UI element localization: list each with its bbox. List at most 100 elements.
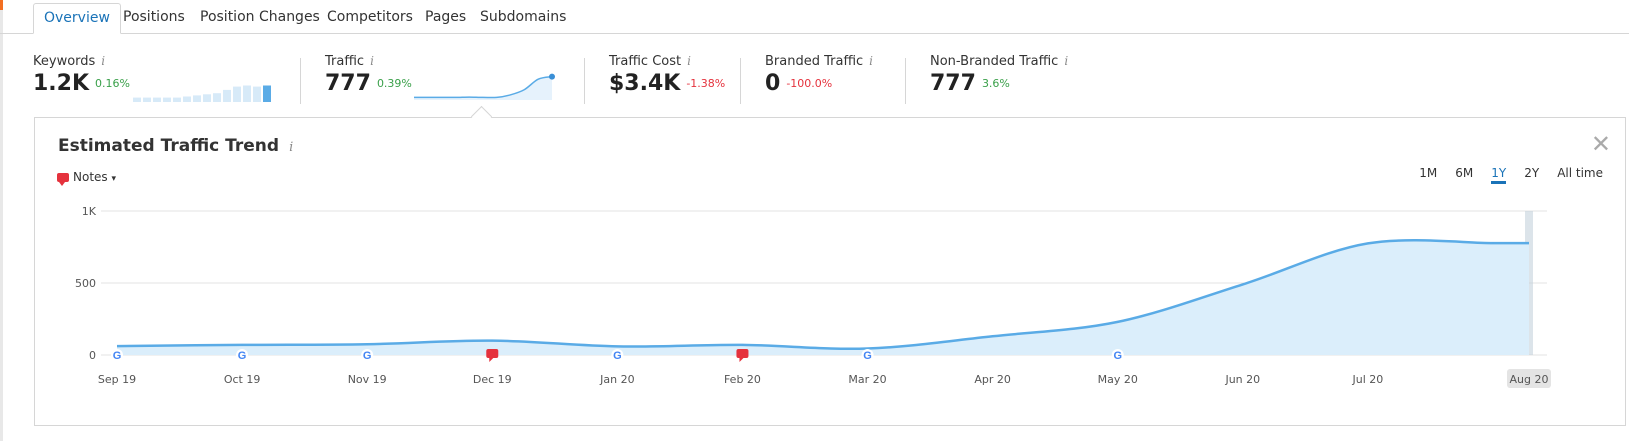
google-update-icon: G (361, 349, 374, 362)
tab-position-changes[interactable]: Position Changes (200, 9, 320, 25)
info-icon[interactable]: i (289, 140, 294, 155)
range-2y[interactable]: 2Y (1524, 166, 1540, 180)
trend-point (1242, 283, 1244, 285)
note-bubble (486, 349, 499, 358)
note-icon (486, 349, 499, 362)
tab-bar: Overview Positions Position Changes Comp… (0, 0, 1629, 34)
tab-positions[interactable]: Positions (123, 9, 185, 25)
tab-pages[interactable]: Pages (425, 9, 467, 25)
x-tick-label: May 20 (1098, 373, 1138, 386)
google-letter: G (1113, 350, 1122, 362)
trend-point (741, 344, 743, 346)
metric-non-branded-traffic[interactable]: Non-Branded Traffic i 777 3.6% (930, 54, 1068, 96)
sparkline-area (414, 76, 552, 100)
traffic-sparkline (414, 73, 555, 100)
range-all-time[interactable]: All time (1557, 166, 1603, 180)
branded-traffic-delta: -100.0% (786, 77, 833, 90)
non-branded-traffic-value: 777 (930, 71, 976, 96)
sparkline-bar (233, 86, 241, 102)
chevron-down-icon: ▾ (111, 174, 117, 184)
google-update-icon: G (236, 349, 249, 362)
sparkline-bar (253, 86, 261, 102)
close-icon[interactable]: ✕ (1590, 130, 1611, 158)
trend-point (116, 345, 118, 347)
sparkline-point (549, 73, 555, 80)
sparkline-bar (153, 97, 161, 102)
metric-keywords[interactable]: Keywords i 1.2K 0.16% (33, 54, 130, 96)
range-6m[interactable]: 6M (1455, 166, 1474, 180)
traffic-delta: 0.39% (376, 77, 412, 90)
google-update-icon: G (1111, 349, 1124, 362)
info-icon[interactable]: i (869, 54, 874, 68)
metric-divider (740, 58, 741, 104)
metric-divider (905, 58, 906, 104)
traffic-label: Traffic (325, 54, 365, 69)
note-bubble (736, 349, 749, 358)
sparkline-bar (213, 93, 221, 102)
sparkline-bar (163, 97, 171, 102)
range-1y[interactable]: 1Y (1491, 166, 1507, 184)
google-icon-bg (111, 349, 123, 361)
tab-subdomains[interactable]: Subdomains (480, 9, 567, 25)
trend-point (1117, 321, 1119, 323)
non-branded-traffic-label: Non-Branded Traffic (930, 54, 1059, 69)
traffic-cost-delta: -1.38% (686, 77, 726, 90)
sparkline-bar (203, 94, 211, 102)
x-tick-label: Apr 20 (974, 373, 1011, 386)
x-tick-label: Jan 20 (599, 373, 634, 386)
google-icon-bg (1111, 349, 1124, 361)
traffic-trend-chart[interactable]: 0 500 1K Sep 19 Oct 19 Nov 19 Dec 19 Jan 20 Feb … (35, 118, 1625, 425)
x-tick-label: Jun 20 (1224, 373, 1260, 386)
note-bubble-tail (739, 358, 744, 362)
keywords-sparkline (133, 85, 271, 102)
google-letter: G (863, 350, 872, 362)
google-icon-bg (861, 349, 874, 361)
y-tick-label: 500 (75, 277, 96, 290)
left-edge-bar (0, 0, 3, 441)
panel-title: Estimated Traffic Trend (58, 136, 280, 156)
x-tick-label: Aug 20 (1510, 373, 1549, 386)
google-icon-bg (611, 349, 624, 361)
metric-branded-traffic[interactable]: Branded Traffic i 0 -100.0% (765, 54, 873, 96)
keywords-value: 1.2K (33, 71, 90, 96)
branded-traffic-label: Branded Traffic (765, 54, 864, 69)
x-tick-label: Feb 20 (724, 373, 761, 386)
sparkline-bar (133, 97, 141, 102)
x-tick-label: Mar 20 (848, 373, 886, 386)
traffic-trend-panel: Estimated Traffic Trend i ✕ Notes ▾ 1M 6M 1… (34, 117, 1626, 426)
branded-traffic-value: 0 (765, 71, 781, 96)
sparkline-bar (243, 85, 251, 102)
trend-point (1367, 242, 1369, 244)
range-1m[interactable]: 1M (1419, 166, 1438, 180)
info-icon[interactable]: i (687, 54, 691, 68)
info-icon[interactable]: i (101, 54, 106, 68)
trend-point (616, 345, 618, 347)
metric-traffic[interactable]: Traffic i 777 0.39% (325, 54, 412, 96)
sparkline-bar (183, 96, 191, 102)
metric-traffic-cost[interactable]: Traffic Cost i $3.4K -1.38% (609, 54, 725, 96)
left-edge-accent (0, 0, 3, 10)
x-tick-highlight (1507, 369, 1551, 388)
note-icon (57, 173, 69, 186)
sparkline-bar (193, 95, 201, 102)
x-tick-label: Dec 19 (473, 373, 512, 386)
google-letter: G (113, 350, 122, 362)
trend-area (117, 240, 1529, 355)
tab-competitors[interactable]: Competitors (327, 9, 413, 25)
info-icon[interactable]: i (370, 54, 374, 68)
y-tick-label: 0 (89, 349, 96, 362)
sparkline-bar (263, 85, 271, 102)
non-branded-traffic-delta: 3.6% (981, 77, 1010, 90)
tab-overview[interactable]: Overview (33, 3, 121, 34)
y-tick-label: 1K (82, 205, 97, 218)
traffic-value: 777 (325, 71, 371, 96)
google-letter: G (363, 350, 372, 362)
info-icon[interactable]: i (1064, 54, 1069, 68)
google-letter: G (613, 350, 622, 362)
metric-divider (300, 58, 301, 104)
notes-label: Notes (73, 170, 108, 184)
traffic-cost-value: $3.4K (609, 71, 681, 96)
google-update-icon: G (861, 349, 874, 362)
notes-dropdown[interactable]: Notes ▾ (57, 170, 117, 186)
google-icon-bg (361, 349, 374, 361)
